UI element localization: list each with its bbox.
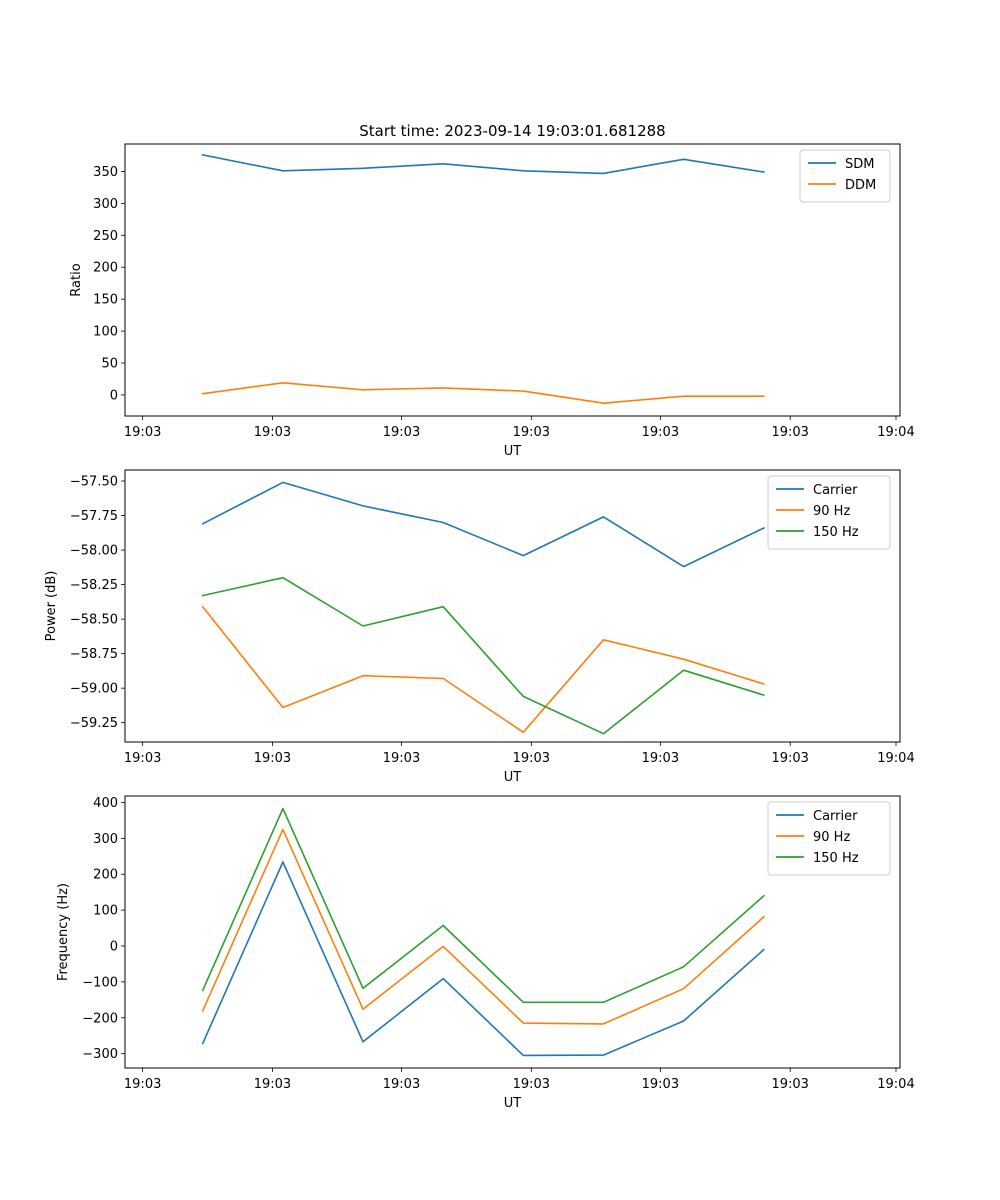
y-tick-label: 350 [93, 165, 118, 180]
y-tick-label: 200 [93, 868, 118, 883]
x-tick-label: 19:03 [642, 1077, 679, 1092]
series-line-150-hz [201, 576, 765, 735]
series-line-150-hz [201, 807, 765, 1004]
y-axis-label: Power (dB) [44, 571, 59, 642]
y-tick-label: 400 [93, 796, 118, 811]
series-line-90-hz [201, 828, 765, 1025]
y-tick-label: −57.50 [70, 475, 118, 490]
chart-panel-2: 19:03 19:03 19:03 19:03 19:03 19:03 19:04 −59.2… [44, 469, 915, 785]
plot-frame [124, 143, 901, 417]
x-axis-label: UT [504, 770, 522, 785]
y-tick-label: −58.00 [70, 544, 118, 559]
series-line-sdm [201, 153, 765, 175]
y-tick-label: 0 [110, 939, 118, 954]
legend-label: 150 Hz [813, 851, 859, 866]
legend: Carrier 90 Hz 150 Hz [767, 801, 891, 876]
series-line-carrier [201, 481, 765, 568]
x-tick-label: 19:03 [254, 1077, 291, 1092]
x-tick-label: 19:03 [383, 751, 420, 766]
legend-label: Carrier [813, 809, 858, 824]
x-tick-label: 19:03 [254, 751, 291, 766]
x-tick-label: 19:03 [771, 1077, 808, 1092]
legend: Carrier 90 Hz 150 Hz [767, 475, 891, 550]
y-tick-label: −200 [82, 1011, 118, 1026]
x-tick-label: 19:03 [124, 425, 161, 440]
x-tick-label: 19:03 [771, 751, 808, 766]
x-axis-label: UT [504, 1096, 522, 1111]
x-tick-label: 19:03 [513, 425, 550, 440]
y-tick-label: 100 [93, 325, 118, 340]
x-tick-label: 19:03 [513, 1077, 550, 1092]
legend-label: SDM [845, 157, 874, 172]
y-axis-label: Frequency (Hz) [56, 883, 71, 981]
x-tick-label: 19:03 [513, 751, 550, 766]
x-tick-label: 19:03 [124, 751, 161, 766]
legend-label: 90 Hz [813, 830, 850, 845]
y-tick-label: −100 [82, 975, 118, 990]
x-tick-label: 19:03 [383, 1077, 420, 1092]
x-tick-label: 19:03 [642, 751, 679, 766]
series-line-90-hz [201, 605, 765, 734]
y-tick-label: −58.25 [70, 578, 118, 593]
y-tick-label: −59.25 [70, 716, 118, 731]
legend-label: Carrier [813, 483, 858, 498]
x-tick-label: 19:03 [254, 425, 291, 440]
x-tick-label: 19:04 [877, 425, 914, 440]
y-tick-label: 0 [110, 388, 118, 403]
series-line-carrier [201, 861, 765, 1057]
y-tick-label: 50 [101, 357, 118, 372]
legend: SDM DDM [799, 149, 891, 203]
legend-label: 90 Hz [813, 504, 850, 519]
series-line-ddm [201, 381, 765, 405]
y-tick-label: −59.00 [70, 682, 118, 697]
y-tick-label: 300 [93, 197, 118, 212]
legend-label: DDM [845, 178, 876, 193]
x-tick-label: 19:03 [383, 425, 420, 440]
y-tick-label: −57.75 [70, 509, 118, 524]
x-tick-label: 19:03 [124, 1077, 161, 1092]
y-tick-label: −58.75 [70, 647, 118, 662]
chart-title: Start time: 2023-09-14 19:03:01.681288 [359, 122, 665, 140]
y-tick-label: 250 [93, 229, 118, 244]
x-axis-label: UT [504, 444, 522, 459]
y-tick-label: −58.50 [70, 613, 118, 628]
x-tick-label: 19:03 [642, 425, 679, 440]
legend-label: 150 Hz [813, 525, 859, 540]
x-tick-label: 19:04 [877, 1077, 914, 1092]
plot-frame [124, 795, 901, 1069]
y-tick-label: 200 [93, 261, 118, 276]
chart-panel-1: 19:03 19:03 19:03 19:03 19:03 19:03 19:04 0 50 10… [69, 122, 915, 459]
y-tick-label: −300 [82, 1047, 118, 1062]
plot-frame [124, 469, 901, 743]
y-axis-label: Ratio [69, 263, 84, 296]
y-tick-label: 300 [93, 832, 118, 847]
x-tick-label: 19:03 [771, 425, 808, 440]
y-tick-label: 150 [93, 293, 118, 308]
x-tick-label: 19:04 [877, 751, 914, 766]
chart-panel-3: 19:03 19:03 19:03 19:03 19:03 19:03 19:04 −300 −… [56, 795, 915, 1111]
y-tick-label: 100 [93, 904, 118, 919]
